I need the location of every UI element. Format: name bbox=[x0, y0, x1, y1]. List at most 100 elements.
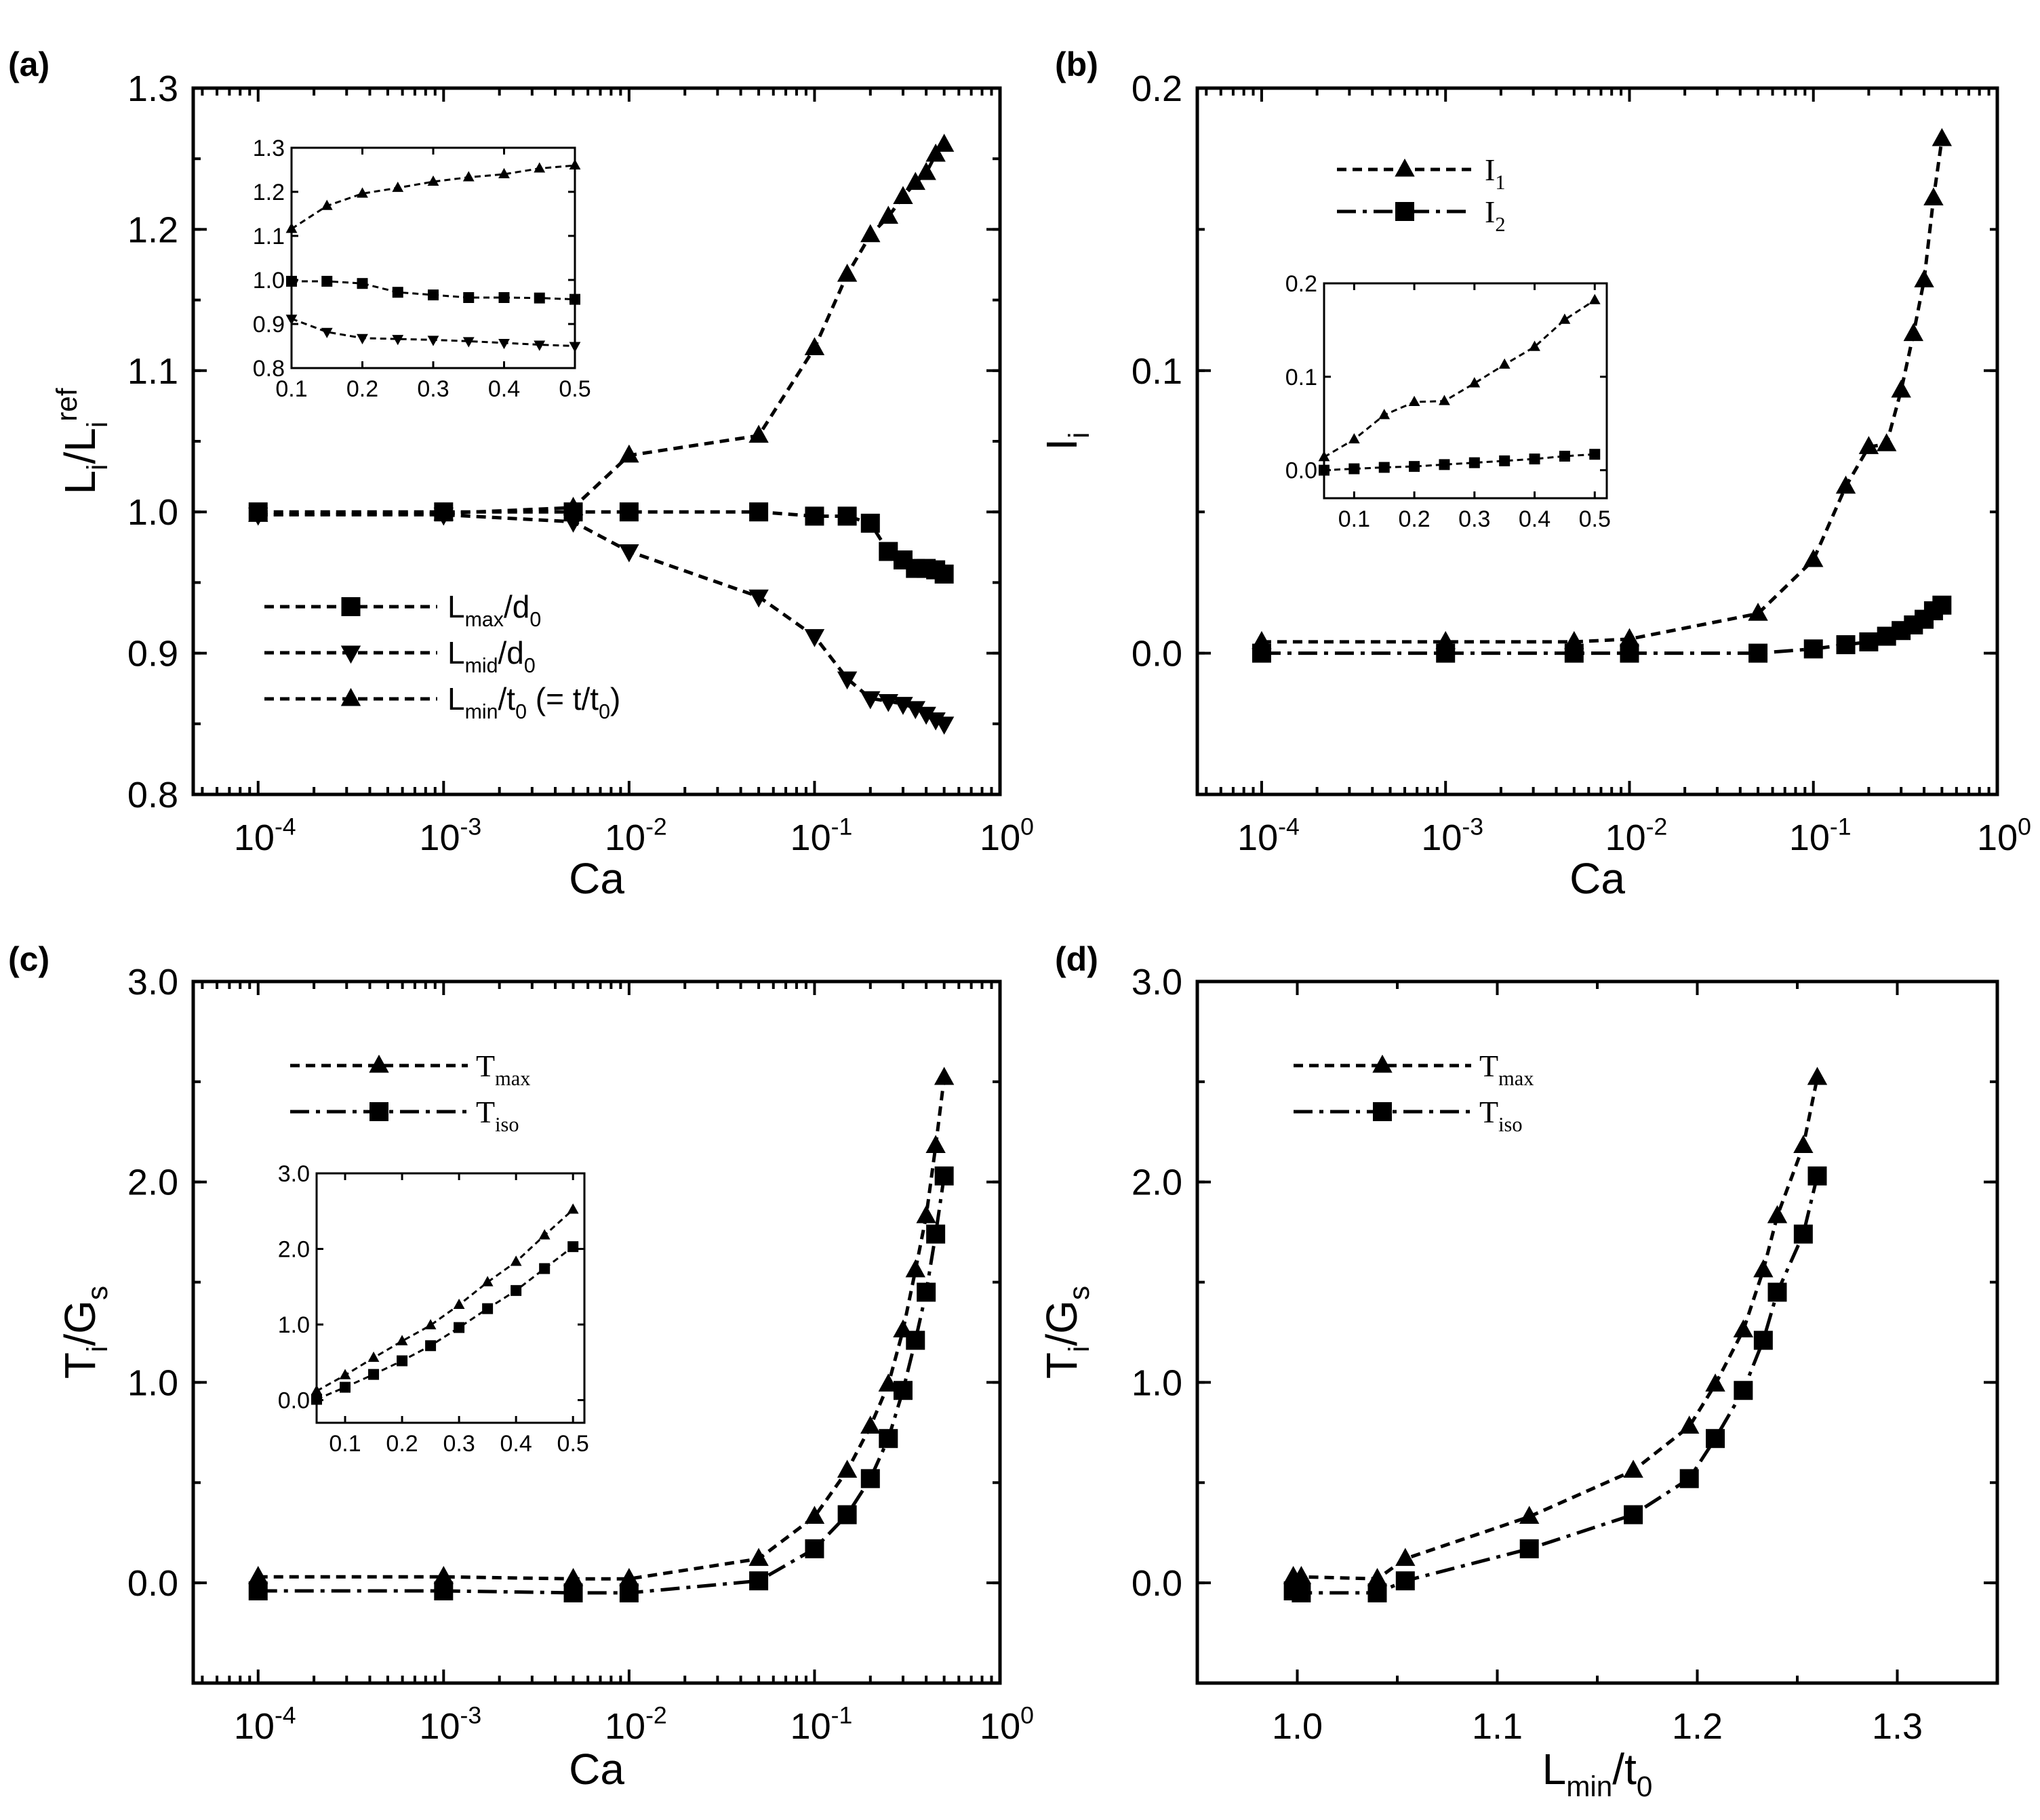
data-point bbox=[805, 506, 824, 526]
legend-marker bbox=[1395, 202, 1414, 221]
inset-series-line bbox=[291, 164, 576, 230]
inset-series bbox=[1319, 449, 1601, 476]
inset-y-tick-label: 0.1 bbox=[1285, 365, 1317, 390]
inset-x-tick-label: 0.3 bbox=[417, 376, 449, 402]
data-point bbox=[1395, 1548, 1416, 1566]
inset-data-point bbox=[567, 1203, 579, 1214]
data-point bbox=[563, 496, 584, 515]
inset-data-point bbox=[463, 292, 475, 303]
data-point bbox=[619, 544, 639, 563]
x-tick-label: 1.0 bbox=[1272, 1706, 1323, 1747]
data-point bbox=[563, 514, 584, 533]
data-point bbox=[934, 564, 954, 584]
inset-data-point bbox=[427, 336, 439, 346]
inset-data-point bbox=[396, 1335, 408, 1346]
y-axis-label: Ti/Gs bbox=[1037, 1286, 1095, 1379]
data-point bbox=[837, 671, 858, 690]
data-point bbox=[1858, 436, 1879, 454]
data-point bbox=[1835, 475, 1856, 494]
inset-y-tick-label: 1.0 bbox=[253, 268, 285, 294]
data-point bbox=[619, 444, 639, 463]
inset-data-point bbox=[1408, 395, 1420, 407]
x-tick-label: 10-3 bbox=[419, 1701, 481, 1747]
inset-data-point bbox=[367, 1351, 380, 1362]
inset: 0.0 1.0 2.0 3.0 0.1 0.2 0.3 0.4 0.5 bbox=[278, 1161, 589, 1457]
x-tick-label: 100 bbox=[1977, 813, 2031, 858]
data-point bbox=[1252, 643, 1271, 663]
inset-data-point bbox=[1318, 451, 1330, 462]
inset-data-point bbox=[1348, 463, 1360, 474]
x-tick-label: 10-4 bbox=[234, 1701, 296, 1747]
data-point bbox=[804, 337, 825, 355]
data-point bbox=[433, 502, 454, 521]
data-point bbox=[1624, 1505, 1643, 1524]
inset-data-point bbox=[368, 1369, 380, 1380]
data-point bbox=[1753, 1259, 1774, 1278]
inset-data-point bbox=[1559, 450, 1570, 462]
y-tick-label: 0.1 bbox=[1132, 351, 1182, 392]
legend-label: Tmax bbox=[1479, 1049, 1534, 1090]
inset-data-point bbox=[454, 1322, 465, 1333]
legend-label: Lmax/d0 bbox=[447, 589, 541, 631]
data-point bbox=[1679, 1415, 1700, 1434]
plot-frame bbox=[1195, 86, 1999, 796]
legend-marker bbox=[1395, 158, 1415, 177]
data-point bbox=[1705, 1373, 1725, 1392]
inset-x-tick-label: 0.4 bbox=[500, 1431, 532, 1457]
y-tick-label: 2.0 bbox=[127, 1162, 178, 1203]
series-t-iso bbox=[1283, 1166, 1827, 1602]
data-point bbox=[1903, 323, 1924, 342]
series-line bbox=[1261, 138, 1944, 644]
data-point bbox=[619, 1568, 639, 1586]
inset-data-point bbox=[482, 1303, 494, 1314]
inset-x-tick-label: 0.5 bbox=[557, 1431, 589, 1457]
data-point bbox=[1753, 1331, 1773, 1350]
data-point bbox=[878, 205, 898, 224]
inset-x-tick-label: 0.5 bbox=[1579, 506, 1611, 532]
data-point bbox=[1679, 1469, 1699, 1489]
data-point bbox=[905, 171, 925, 190]
inset-data-point bbox=[392, 287, 403, 298]
inset-y-tick-label: 0.9 bbox=[253, 312, 285, 338]
data-point bbox=[749, 502, 769, 522]
data-point bbox=[1807, 1066, 1828, 1085]
data-point bbox=[1291, 1566, 1312, 1584]
data-point bbox=[934, 716, 955, 735]
series-l-min-t-0-t-t-0- bbox=[248, 134, 955, 522]
inset-x-tick-label: 0.2 bbox=[386, 1431, 418, 1457]
inset-frame bbox=[290, 146, 576, 369]
data-point bbox=[1623, 1459, 1643, 1478]
x-axis-label: Ca bbox=[1569, 854, 1625, 903]
inset-data-point bbox=[339, 1369, 351, 1379]
data-point bbox=[1748, 603, 1768, 621]
data-point bbox=[1706, 1429, 1725, 1449]
legend: Tmax Tiso bbox=[290, 1049, 530, 1136]
y-axis-label: Li/Liref bbox=[51, 388, 113, 494]
inset-series bbox=[311, 1203, 579, 1396]
x-tick-label: 10-2 bbox=[605, 813, 667, 858]
plot-frame bbox=[191, 979, 1002, 1685]
inset-data-point bbox=[1378, 409, 1391, 420]
chart-panel-d: (d) 0.0 1.0 2.0 3.0 1.0 1.1 1.2 1.3 Lmin/t0 Ti/Gs T… bbox=[1037, 940, 1999, 1802]
data-point bbox=[860, 1469, 880, 1489]
inset-data-point bbox=[1468, 377, 1481, 388]
inset-y-tick-label: 3.0 bbox=[278, 1161, 310, 1187]
data-point bbox=[1803, 548, 1824, 567]
legend-label: Lmid/d0 bbox=[447, 635, 536, 677]
data-point bbox=[1519, 1505, 1540, 1524]
inset-y-tick-label: 2.0 bbox=[278, 1237, 310, 1263]
data-point bbox=[805, 1539, 824, 1558]
data-point bbox=[837, 1459, 858, 1478]
data-point bbox=[1619, 628, 1640, 647]
inset-series-line bbox=[1323, 299, 1596, 458]
y-tick-label: 1.3 bbox=[127, 68, 178, 109]
x-tick-label: 10-2 bbox=[1605, 813, 1668, 858]
y-tick-label: 1.0 bbox=[1132, 1362, 1182, 1403]
panel-tag: (d) bbox=[1055, 940, 1098, 978]
inset-series bbox=[286, 275, 580, 305]
data-point bbox=[916, 1205, 936, 1224]
data-point bbox=[804, 1505, 825, 1524]
inset-x-tick-label: 0.1 bbox=[1338, 506, 1370, 532]
figure-panels: (a) 0.8 0.9 1.0 1.1 1.2 1.3 10-4 10-3 10-2 10-1 100… bbox=[8, 45, 2031, 1802]
inset-series bbox=[285, 315, 581, 352]
